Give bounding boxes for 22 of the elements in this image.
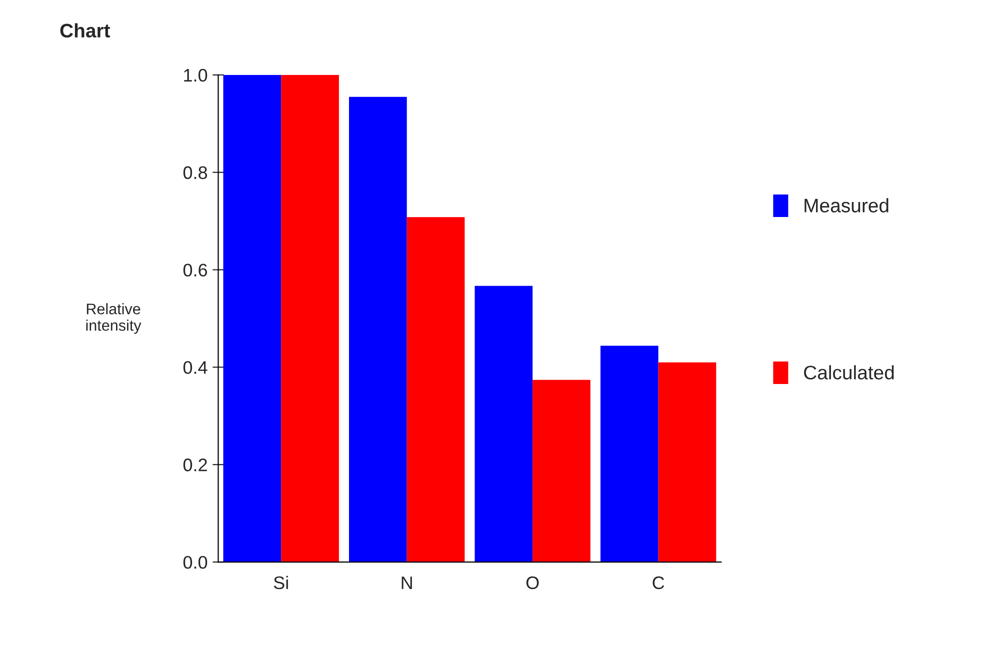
bar bbox=[600, 346, 658, 562]
legend-label: Calculated bbox=[804, 365, 894, 380]
bar bbox=[406, 217, 465, 562]
y-axis-title: Relative intensity bbox=[86, 303, 142, 334]
bar bbox=[223, 74, 282, 562]
y-tick-label: 0.2 bbox=[183, 458, 207, 472]
bar bbox=[281, 74, 339, 562]
bar bbox=[658, 362, 716, 562]
y-tick-label: 0.8 bbox=[183, 166, 208, 180]
bar bbox=[474, 286, 533, 562]
y-tick-label: 1.0 bbox=[184, 68, 208, 82]
x-tick-label: Si bbox=[274, 576, 288, 590]
x-tick-label: C bbox=[652, 576, 664, 590]
bar bbox=[349, 96, 407, 562]
y-tick-label: 0.0 bbox=[183, 556, 208, 569]
chart-title: Chart bbox=[60, 23, 110, 38]
bar bbox=[532, 380, 590, 562]
y-tick-label: 0.4 bbox=[183, 361, 208, 374]
y-tick-label: 0.6 bbox=[183, 264, 208, 276]
x-tick-label: N bbox=[402, 576, 412, 589]
x-tick-label: O bbox=[526, 576, 539, 590]
legend-label: Measured bbox=[804, 198, 888, 212]
